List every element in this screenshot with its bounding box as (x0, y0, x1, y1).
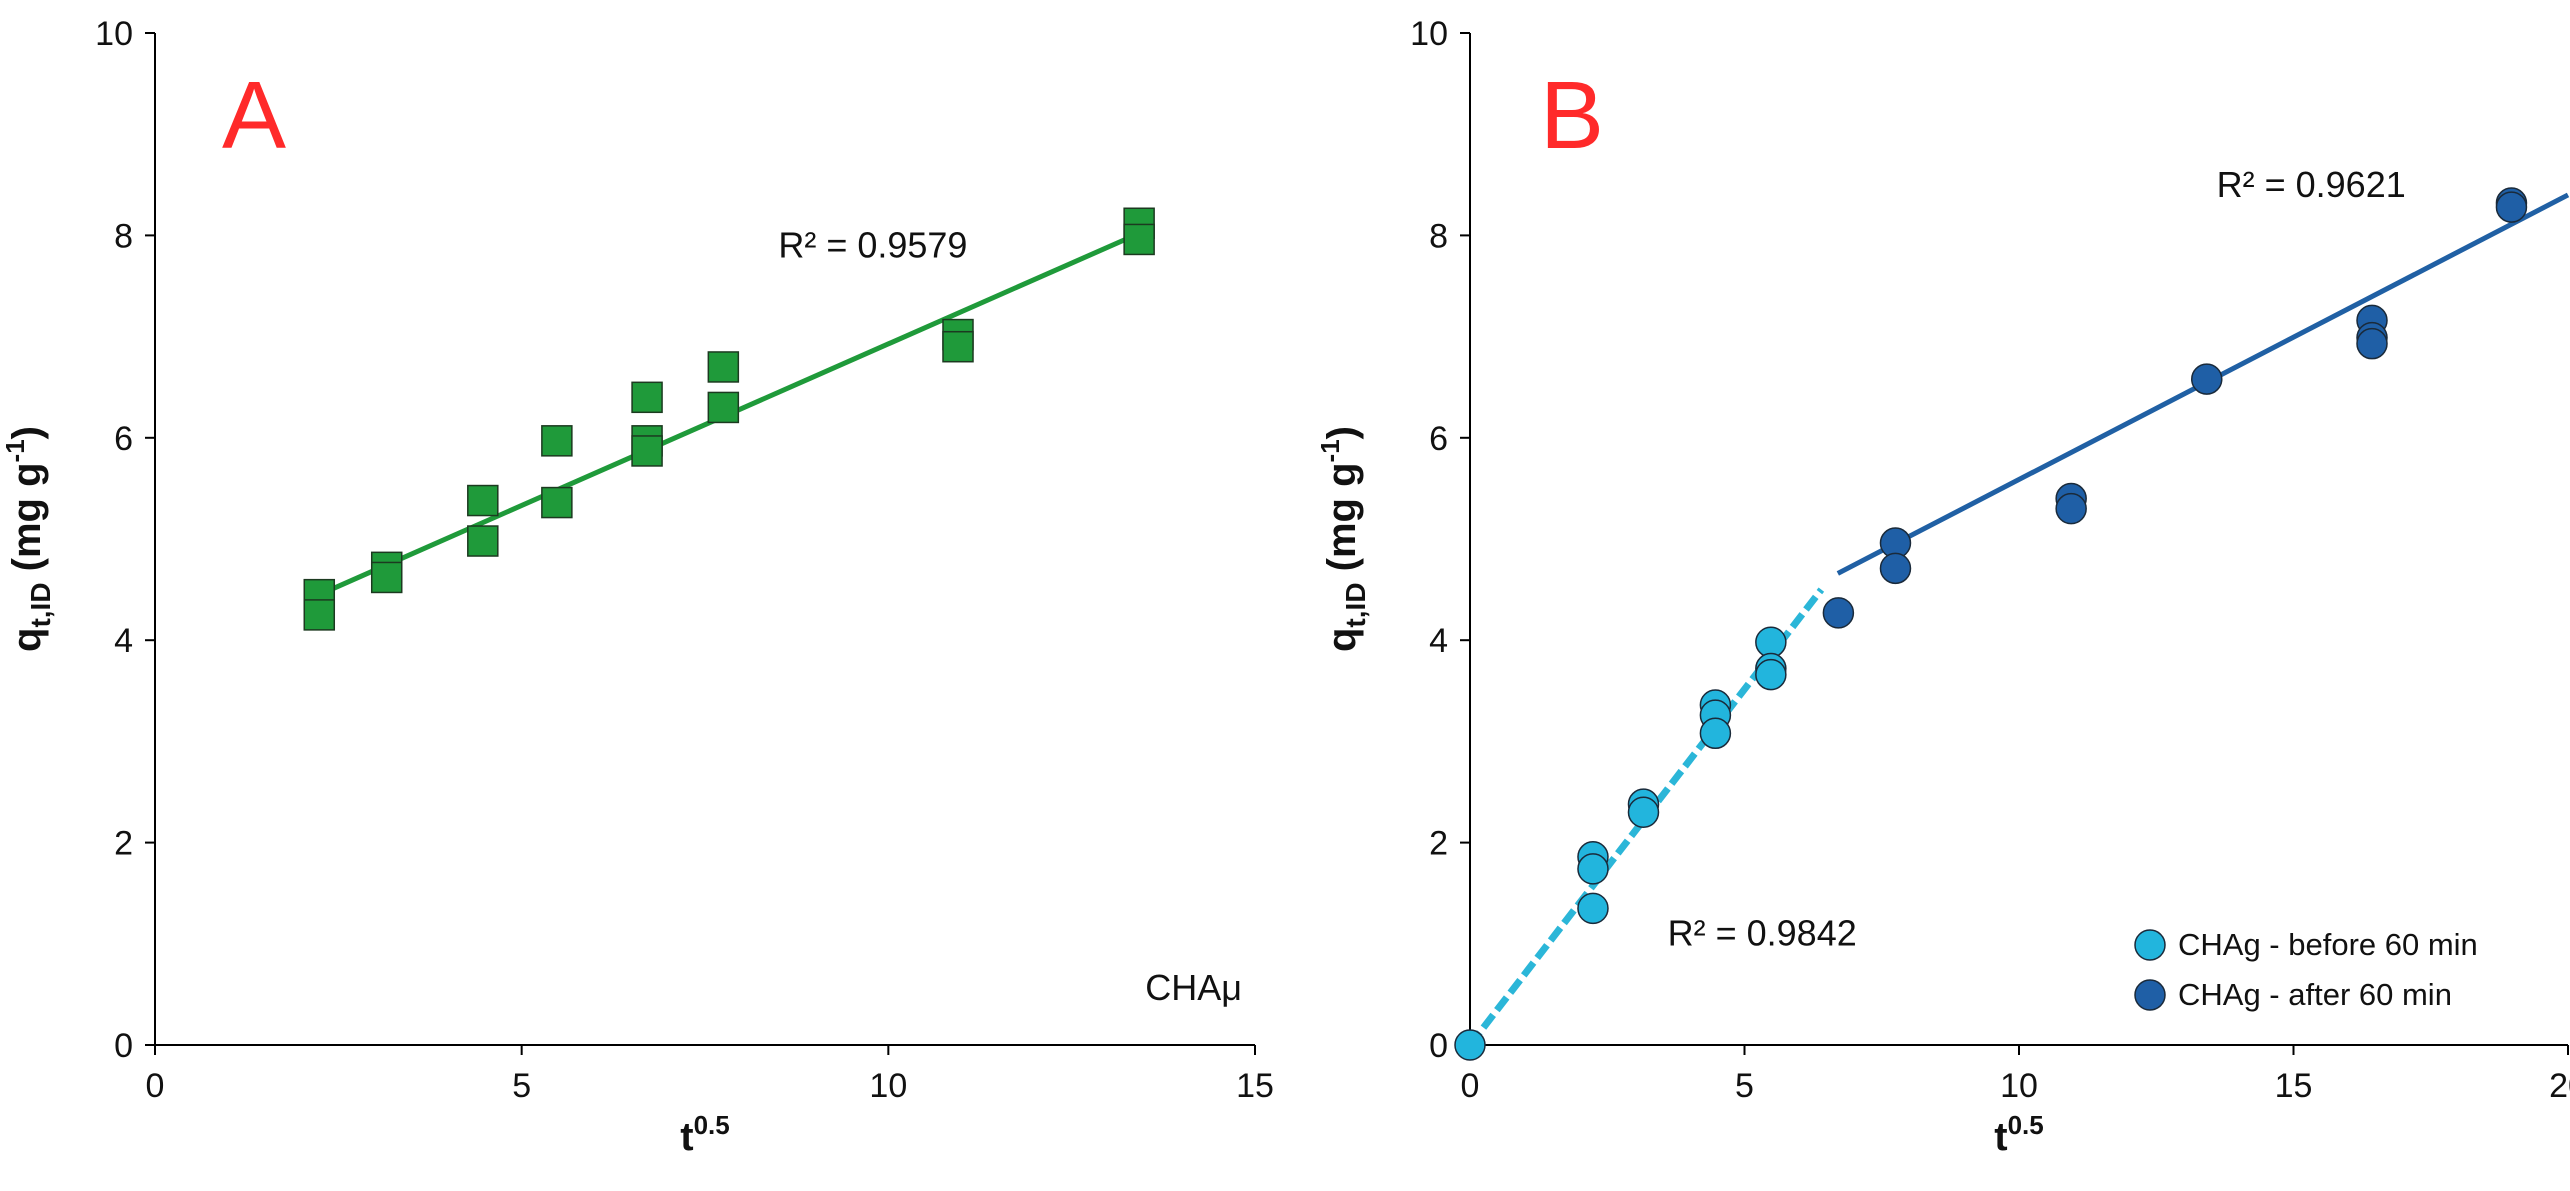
x-axis-title-main: t (1994, 1115, 2007, 1159)
panel-b: 0 2 4 6 8 10 0 5 10 15 20 t0.5 qt,ID (mg g-1) B R² = 0… (1315, 15, 2570, 1159)
y-axis-title-unit: (mg g (5, 462, 49, 582)
y-axis-title-unit: (mg g (1320, 462, 1364, 582)
data-point (370, 561, 403, 594)
data-point (942, 330, 974, 363)
x-tick-label: 15 (1236, 1067, 1274, 1105)
x-tick-label: 0 (146, 1067, 165, 1105)
y-axis-title: qt,ID (mg g-1) (1315, 426, 1371, 652)
y-tick-label: 10 (95, 15, 133, 53)
x-tick-label: 5 (1735, 1067, 1754, 1105)
data-point (467, 484, 499, 517)
x-tick-label: 10 (2000, 1067, 2038, 1105)
data-point (631, 435, 663, 467)
x-tick-label: 5 (512, 1067, 531, 1105)
x-axis-title: t0.5 (680, 1110, 729, 1159)
data-point (1755, 658, 1787, 691)
y-tick-label: 8 (1429, 217, 1448, 255)
data-point (1577, 892, 1609, 925)
x-tick-label: 10 (869, 1067, 907, 1105)
panel-label: A (222, 62, 286, 169)
y-tick-label: 0 (1429, 1027, 1448, 1065)
y-axis-title-close: ) (1320, 426, 1364, 439)
data-point (1699, 717, 1732, 750)
y-axis-title-unit-sup: -1 (0, 439, 30, 462)
panel-a: 0 2 4 6 8 10 0 5 10 15 t0.5 qt,ID (mg g-1) A R² = 0.9… (0, 15, 1274, 1159)
y-tick-label: 2 (1429, 825, 1448, 863)
legend-label: CHAg - after 60 min (2178, 977, 2452, 1012)
series-label: CHAμ (1145, 967, 1242, 1008)
x-axis-title-sup: 0.5 (2008, 1110, 2044, 1140)
x-tick-label: 0 (1461, 1067, 1480, 1105)
y-axis-title-main: q (5, 628, 49, 652)
x-axis-title: t0.5 (1994, 1110, 2043, 1159)
y-axis-title-main: q (1320, 628, 1364, 652)
data-point (1627, 796, 1660, 828)
data-point (2055, 492, 2087, 525)
legend-marker (2134, 929, 2166, 961)
x-tick-label: 20 (2549, 1067, 2570, 1105)
legend-marker (2134, 979, 2166, 1011)
data-point (1822, 597, 1855, 629)
y-tick-label: 0 (114, 1027, 133, 1065)
y-tick-label: 6 (114, 420, 133, 458)
data-point (2495, 191, 2528, 223)
data-point (1879, 552, 1912, 585)
data-point (467, 525, 499, 557)
data-point (1123, 223, 1155, 256)
y-tick-label: 8 (114, 217, 133, 255)
y-axis-title: qt,ID (mg g-1) (0, 426, 56, 652)
y-tick-label: 2 (114, 825, 133, 863)
data-point (631, 381, 663, 414)
data-point (303, 599, 336, 631)
y-tick-label: 6 (1429, 420, 1448, 458)
data-point (707, 351, 740, 383)
y-tick-label: 10 (1410, 15, 1448, 53)
data-point (1454, 1029, 1486, 1061)
legend-label: CHAg - before 60 min (2178, 927, 2478, 962)
r-squared-annotation: R² = 0.9842 (1668, 913, 1857, 954)
r-squared-annotation: R² = 0.9579 (778, 225, 967, 266)
x-axis-title-sup: 0.5 (694, 1110, 730, 1140)
x-axis-title-main: t (680, 1115, 693, 1159)
panel-label: B (1540, 62, 1604, 169)
data-point (2356, 327, 2388, 360)
data-point (2191, 363, 2223, 395)
y-axis-title-sub: t,ID (25, 582, 56, 627)
y-axis-title-close: ) (5, 426, 49, 439)
y-tick-label: 4 (114, 622, 133, 660)
data-point (1577, 853, 1609, 885)
y-tick-label: 4 (1429, 622, 1448, 660)
y-axis-title-sub: t,ID (1340, 582, 1371, 627)
x-tick-label: 15 (2275, 1067, 2313, 1105)
r-squared-annotation: R² = 0.9621 (2217, 164, 2406, 205)
data-point (707, 391, 740, 424)
data-point (1755, 626, 1787, 658)
y-axis-title-unit-sup: -1 (1315, 439, 1345, 462)
data-point (541, 486, 573, 519)
data-point (541, 425, 573, 457)
